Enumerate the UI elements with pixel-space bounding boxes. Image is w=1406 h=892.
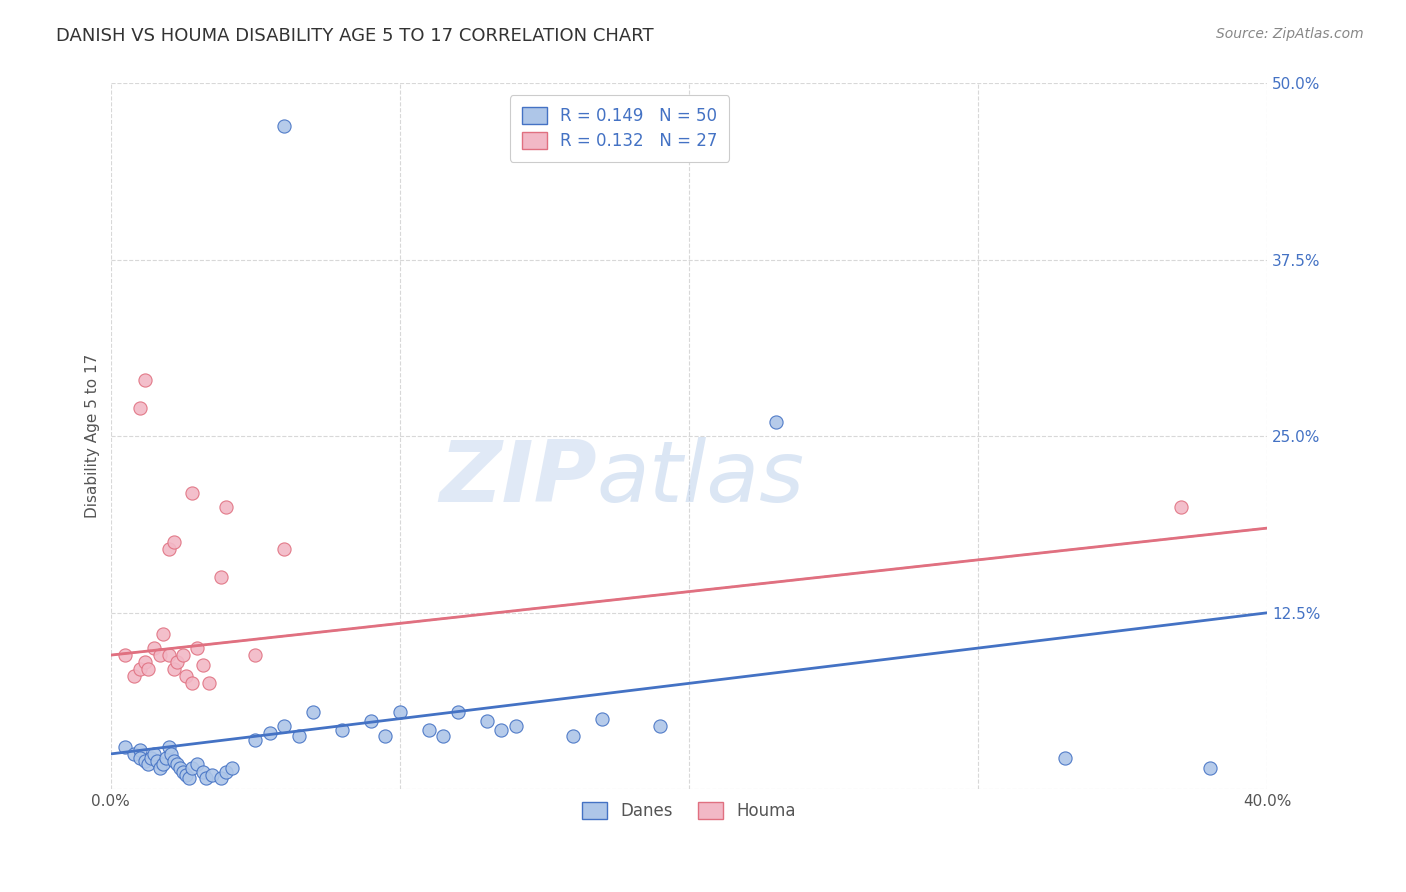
Point bbox=[114, 739, 136, 754]
Point bbox=[489, 723, 512, 737]
Point bbox=[447, 705, 470, 719]
Point bbox=[157, 648, 180, 662]
Point bbox=[221, 761, 243, 775]
Point bbox=[141, 751, 163, 765]
Point bbox=[180, 676, 202, 690]
Point bbox=[360, 714, 382, 729]
Text: Source: ZipAtlas.com: Source: ZipAtlas.com bbox=[1216, 27, 1364, 41]
Text: DANISH VS HOUMA DISABILITY AGE 5 TO 17 CORRELATION CHART: DANISH VS HOUMA DISABILITY AGE 5 TO 17 C… bbox=[56, 27, 654, 45]
Point bbox=[157, 542, 180, 557]
Point bbox=[215, 500, 238, 514]
Point bbox=[166, 655, 188, 669]
Point bbox=[146, 754, 169, 768]
Point bbox=[432, 729, 454, 743]
Point bbox=[374, 729, 396, 743]
Y-axis label: Disability Age 5 to 17: Disability Age 5 to 17 bbox=[86, 354, 100, 518]
Point bbox=[163, 754, 186, 768]
Point bbox=[152, 756, 174, 771]
Point bbox=[114, 648, 136, 662]
Point bbox=[122, 669, 145, 683]
Point bbox=[163, 535, 186, 549]
Point bbox=[177, 771, 200, 785]
Point bbox=[245, 648, 267, 662]
Point bbox=[134, 754, 156, 768]
Point bbox=[591, 712, 613, 726]
Point bbox=[149, 761, 172, 775]
Point bbox=[152, 627, 174, 641]
Point bbox=[418, 723, 440, 737]
Point bbox=[136, 756, 159, 771]
Point bbox=[273, 119, 295, 133]
Point bbox=[198, 676, 221, 690]
Point bbox=[562, 729, 585, 743]
Point bbox=[160, 747, 183, 761]
Point bbox=[302, 705, 325, 719]
Point bbox=[136, 662, 159, 676]
Point bbox=[1198, 761, 1220, 775]
Point bbox=[1053, 751, 1076, 765]
Point bbox=[245, 732, 267, 747]
Point bbox=[193, 765, 215, 780]
Point bbox=[186, 756, 208, 771]
Point bbox=[287, 729, 309, 743]
Point bbox=[209, 771, 232, 785]
Point bbox=[174, 669, 197, 683]
Point bbox=[155, 751, 177, 765]
Point bbox=[201, 768, 224, 782]
Point bbox=[180, 761, 202, 775]
Point bbox=[273, 542, 295, 557]
Point bbox=[166, 756, 188, 771]
Legend: Danes, Houma: Danes, Houma bbox=[569, 789, 810, 834]
Point bbox=[209, 570, 232, 584]
Point bbox=[195, 771, 218, 785]
Point bbox=[128, 742, 150, 756]
Point bbox=[259, 725, 281, 739]
Point bbox=[273, 719, 295, 733]
Point bbox=[475, 714, 498, 729]
Point bbox=[134, 373, 156, 387]
Point bbox=[172, 648, 194, 662]
Point bbox=[149, 648, 172, 662]
Point bbox=[128, 401, 150, 416]
Point bbox=[134, 655, 156, 669]
Point bbox=[128, 662, 150, 676]
Point bbox=[143, 641, 166, 656]
Point bbox=[186, 641, 208, 656]
Point bbox=[163, 662, 186, 676]
Point bbox=[215, 765, 238, 780]
Text: ZIP: ZIP bbox=[439, 437, 596, 520]
Point bbox=[122, 747, 145, 761]
Point bbox=[193, 658, 215, 673]
Point bbox=[180, 485, 202, 500]
Point bbox=[128, 751, 150, 765]
Point bbox=[143, 747, 166, 761]
Text: atlas: atlas bbox=[596, 437, 804, 520]
Point bbox=[330, 723, 353, 737]
Point bbox=[174, 768, 197, 782]
Point bbox=[1170, 500, 1192, 514]
Point bbox=[169, 761, 191, 775]
Point bbox=[505, 719, 527, 733]
Point bbox=[765, 415, 787, 429]
Point bbox=[648, 719, 671, 733]
Point bbox=[388, 705, 411, 719]
Point bbox=[172, 765, 194, 780]
Point bbox=[157, 739, 180, 754]
